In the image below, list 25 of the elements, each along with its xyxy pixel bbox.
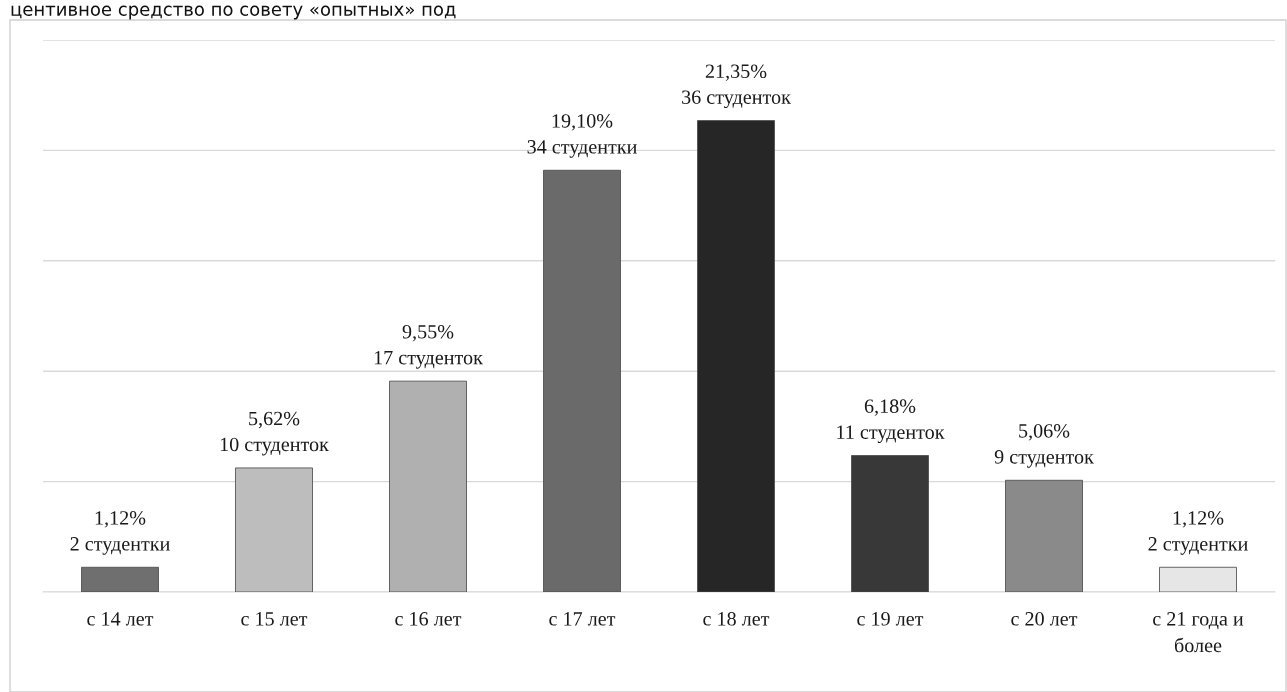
data-label: 1,12% 2 студентки — [70, 511, 170, 555]
text: центивное средство по совету «опытных» под — [11, 5, 456, 20]
x-tick-label: с 15 лет — [241, 612, 308, 626]
data-label: 19,10% 34 студентки — [527, 114, 637, 158]
bar — [389, 380, 467, 592]
data-label: 9,55% 17 студенток — [374, 324, 483, 369]
bar — [1005, 479, 1083, 592]
data-label: 1,12% 2 студентки — [1148, 511, 1248, 555]
data-label: 5,06% 9 студенток — [994, 424, 1094, 468]
data-label: 5,62% 10 студенток — [220, 411, 329, 456]
x-tick-label: с 19 лет — [857, 612, 924, 626]
x-tick-label: с 21 года и более — [1153, 612, 1244, 653]
bar — [81, 566, 159, 592]
x-tick-label: с 18 лет — [703, 612, 770, 626]
x-tick-label: с 16 лет — [395, 612, 462, 626]
x-tick-label: с 14 лет — [87, 612, 154, 626]
bar — [851, 455, 929, 592]
bar — [697, 120, 775, 592]
x-tick-label: с 17 лет — [549, 612, 616, 626]
data-label: 6,18% 11 студенток — [837, 399, 945, 444]
bar — [235, 467, 313, 592]
bar — [1159, 566, 1237, 592]
data-label: 21,35% 36 студенток — [682, 64, 791, 109]
x-tick-label: с 20 лет — [1011, 612, 1078, 626]
bar — [543, 169, 621, 592]
